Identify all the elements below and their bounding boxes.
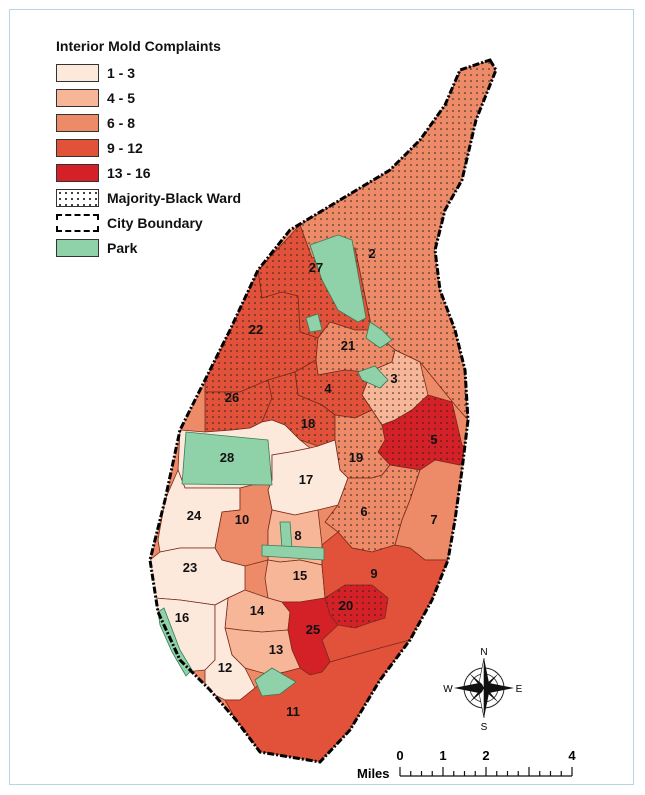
legend-item: 9 - 12 [56, 136, 241, 159]
map-legend: Interior Mold Complaints 1 - 3 4 - 5 6 - 8… [56, 38, 241, 261]
legend-item: 4 - 5 [56, 86, 241, 109]
legend-label: Park [107, 239, 138, 256]
legend-label: 13 - 16 [107, 164, 151, 181]
legend-swatch [56, 213, 99, 232]
legend-swatch [56, 63, 99, 82]
legend-swatch [56, 188, 99, 207]
legend-swatch [56, 238, 99, 257]
legend-label: 9 - 12 [107, 139, 143, 156]
legend-item: 1 - 3 [56, 61, 241, 84]
legend-item: 13 - 16 [56, 161, 241, 184]
legend-label: 6 - 8 [107, 114, 136, 131]
legend-item: City Boundary [56, 211, 241, 234]
legend-swatch [56, 88, 99, 107]
legend-item: Majority-Black Ward [56, 186, 241, 209]
legend-label: 4 - 5 [107, 89, 136, 106]
legend-item: Park [56, 236, 241, 259]
legend-label: City Boundary [107, 214, 203, 231]
legend-label: Majority-Black Ward [107, 189, 242, 206]
legend-label: 1 - 3 [107, 64, 136, 81]
legend-swatch [56, 138, 99, 157]
legend-title: Interior Mold Complaints [56, 38, 221, 54]
legend-item: 6 - 8 [56, 111, 241, 134]
legend-swatch [56, 113, 99, 132]
legend-swatch [56, 163, 99, 182]
